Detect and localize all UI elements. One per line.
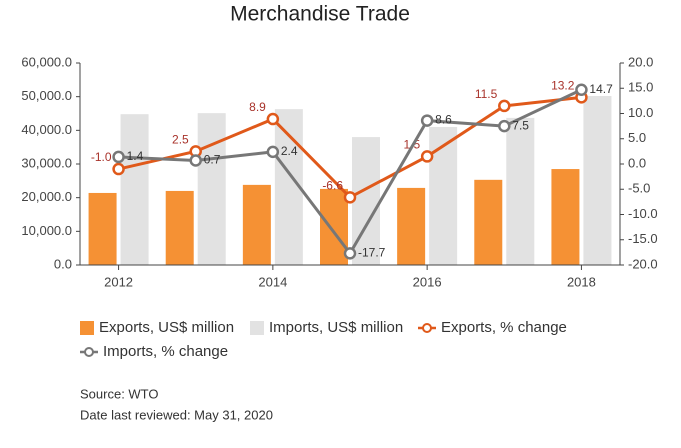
bar xyxy=(551,169,580,265)
legend-swatch xyxy=(250,321,264,335)
y2-tick-label: -20.0 xyxy=(628,256,658,271)
marker xyxy=(112,150,125,164)
y2-tick-label: 15.0 xyxy=(628,80,653,95)
legend-swatch xyxy=(80,321,94,335)
x-tick-label: 2012 xyxy=(104,274,133,289)
y2-tick-label: 10.0 xyxy=(628,105,653,120)
bar xyxy=(506,117,535,265)
marker xyxy=(343,191,357,204)
data-label: 11.5 xyxy=(475,87,498,101)
data-label: -1.0 xyxy=(91,150,112,164)
y-tick-label: 40,000.0 xyxy=(21,122,72,137)
x-tick-label: 2014 xyxy=(258,274,287,289)
marker xyxy=(498,99,511,113)
marker xyxy=(266,145,280,159)
marker xyxy=(498,119,511,133)
legend-label: Imports, % change xyxy=(103,343,228,360)
y-tick-label: 20,000.0 xyxy=(21,189,72,204)
data-label: 0.7 xyxy=(204,153,221,167)
y-tick-label: 50,000.0 xyxy=(21,88,72,103)
data-label: 8.6 xyxy=(435,113,452,127)
legend-marker xyxy=(84,347,94,357)
bar xyxy=(397,187,426,265)
bar xyxy=(242,184,271,265)
bar xyxy=(120,114,149,265)
marker xyxy=(575,83,588,97)
data-label: 8.9 xyxy=(249,100,266,114)
bar xyxy=(429,126,458,265)
marker xyxy=(420,114,434,127)
y-tick-label: 10,000.0 xyxy=(21,223,72,238)
bar xyxy=(165,190,194,265)
legend-label: Imports, US$ million xyxy=(269,319,403,336)
y2-tick-label: 20.0 xyxy=(628,54,653,69)
marker xyxy=(420,150,434,163)
x-tick-label: 2018 xyxy=(567,274,596,289)
y-tick-label: 30,000.0 xyxy=(21,155,72,170)
y-tick-label: 0.0 xyxy=(54,256,72,271)
legend-marker xyxy=(422,323,432,333)
bar xyxy=(474,179,503,265)
y2-tick-label: 5.0 xyxy=(628,130,646,145)
data-label: -17.7 xyxy=(358,246,386,260)
data-label: 2.4 xyxy=(281,144,298,158)
bar xyxy=(583,95,612,265)
marker xyxy=(112,162,125,176)
data-label: 13.2 xyxy=(551,79,575,93)
y2-tick-label: 0.0 xyxy=(628,155,646,170)
data-label: 7.5 xyxy=(512,118,529,132)
data-label: 1.4 xyxy=(127,149,144,163)
y2-tick-label: -5.0 xyxy=(628,181,650,196)
bar xyxy=(197,113,226,265)
bar xyxy=(88,192,117,265)
x-tick-label: 2016 xyxy=(413,274,442,289)
y2-tick-label: -10.0 xyxy=(628,206,658,221)
data-label: 14.7 xyxy=(589,82,613,96)
legend-label: Exports, % change xyxy=(441,319,567,336)
bar xyxy=(320,188,348,265)
y-tick-label: 60,000.0 xyxy=(21,54,72,69)
y2-tick-label: -15.0 xyxy=(628,231,658,246)
note: Date last reviewed: May 31, 2020 xyxy=(80,407,273,422)
data-label: -6.6 xyxy=(322,179,343,193)
marker xyxy=(343,247,357,260)
marker xyxy=(266,112,280,126)
data-label: 2.5 xyxy=(172,133,189,147)
marker xyxy=(189,154,202,167)
chart-title: Merchandise Trade xyxy=(230,3,410,26)
legend-label: Exports, US$ million xyxy=(99,319,234,336)
source: Source: WTO xyxy=(80,386,159,401)
